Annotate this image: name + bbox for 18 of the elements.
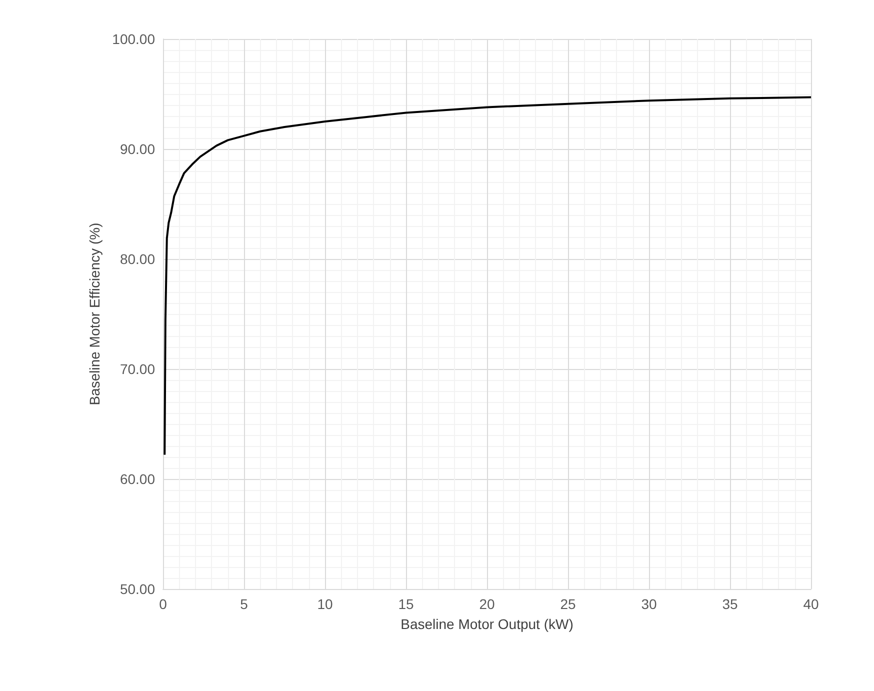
y-tick-label: 80.00 xyxy=(120,251,156,267)
x-tick-label: 20 xyxy=(479,596,495,612)
line-series xyxy=(164,96,812,456)
y-tick-label: 70.00 xyxy=(120,361,156,377)
y-tick-label: 100.00 xyxy=(112,31,156,47)
x-tick-label: 5 xyxy=(240,596,248,612)
y-tick-label: 90.00 xyxy=(120,141,156,157)
x-tick-label: 35 xyxy=(722,596,738,612)
x-tick-label: 30 xyxy=(641,596,657,612)
y-axis-title: Baseline Motor Efficiency (%) xyxy=(86,222,102,406)
x-tick-label: 15 xyxy=(398,596,414,612)
x-axis-title: Baseline Motor Output (kW) xyxy=(400,616,574,632)
x-tick-label: 0 xyxy=(159,596,168,612)
x-tick-label: 40 xyxy=(803,596,819,612)
y-tick-label: 50.00 xyxy=(120,581,156,597)
x-tick-label: 10 xyxy=(317,596,333,612)
x-tick-label: 25 xyxy=(560,596,576,612)
y-tick-label: 60.00 xyxy=(120,471,156,487)
